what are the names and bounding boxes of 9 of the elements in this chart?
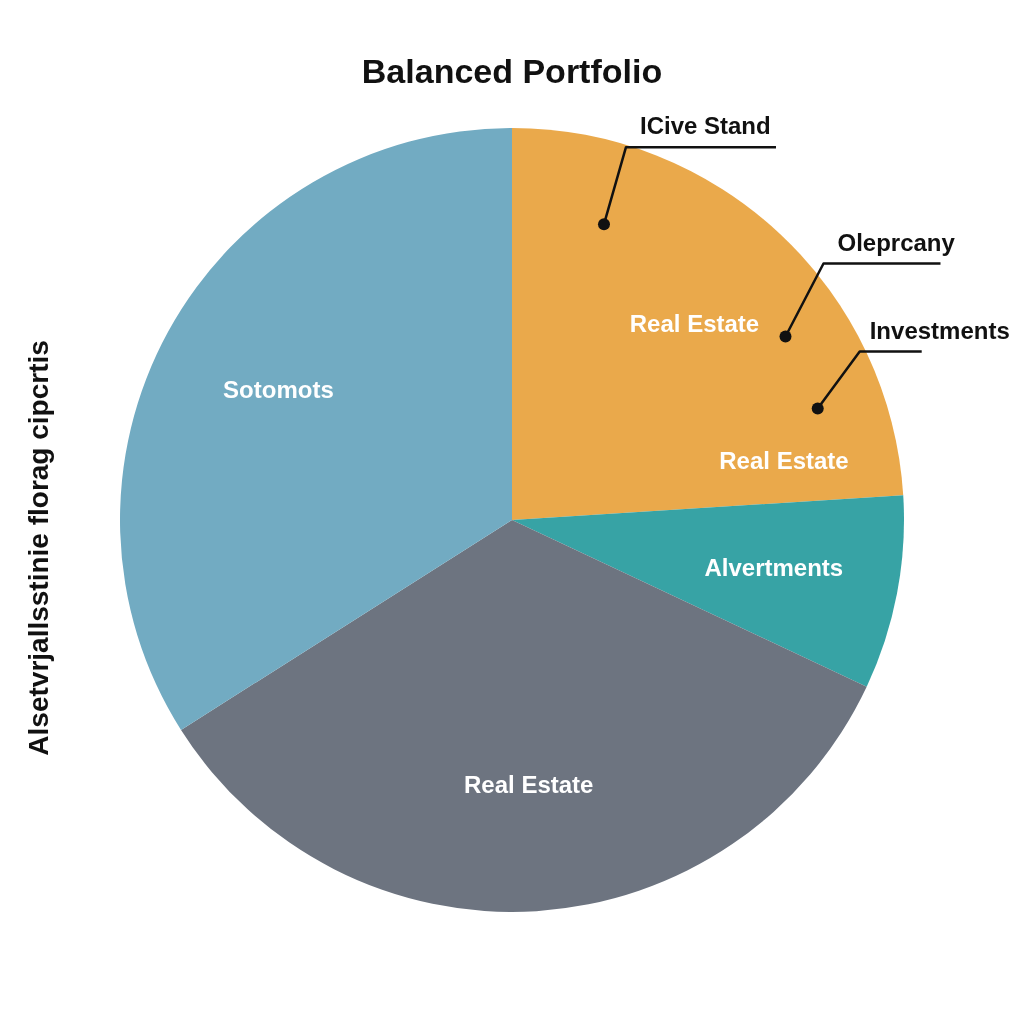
text: ICive Stand [639, 112, 771, 140]
chart-title: Balanced Portfolio [361, 51, 663, 90]
text: Alsetvrjallsstinie florag cipcrtis [22, 340, 54, 756]
text: Oleprcany [837, 228, 955, 256]
slice-label: Alvertments [704, 554, 844, 582]
text: Real Estate [719, 446, 849, 474]
slice-label: Real Estate [629, 310, 760, 338]
slice-label: Sotomots [223, 376, 334, 404]
slice-label: Real Estate [464, 770, 594, 798]
